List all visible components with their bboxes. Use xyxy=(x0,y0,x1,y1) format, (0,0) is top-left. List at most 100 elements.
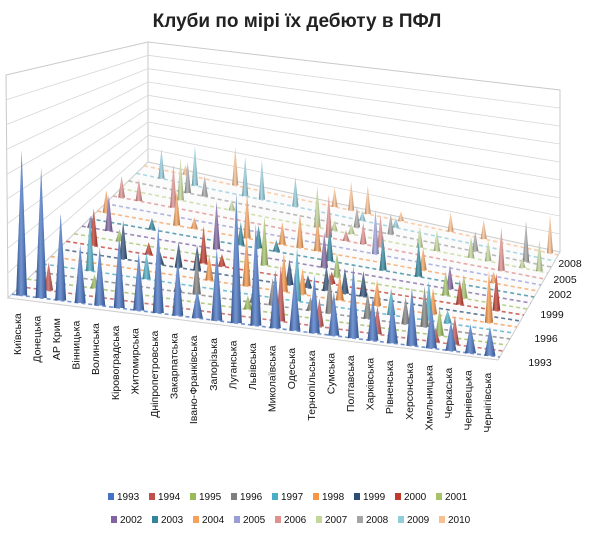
legend-item-2006: 2006 xyxy=(275,515,307,526)
legend-item-2004: 2004 xyxy=(193,515,225,526)
legend-item-2000: 2000 xyxy=(395,492,427,503)
cone-1993 xyxy=(425,304,437,349)
gridline xyxy=(6,108,561,200)
legend-swatch xyxy=(108,493,114,500)
cone-2004 xyxy=(313,217,322,252)
legend-swatch xyxy=(272,493,278,500)
cone-2010 xyxy=(232,146,239,186)
cone-1993 xyxy=(74,245,86,304)
legend-label: 2010 xyxy=(448,515,471,526)
legend-label: 2005 xyxy=(243,515,266,526)
cone-2009 xyxy=(292,176,299,207)
cone-1999 xyxy=(193,245,202,271)
cone-2003 xyxy=(148,218,156,230)
legend-swatch xyxy=(316,516,322,523)
cone-1993 xyxy=(230,192,242,324)
legend-swatch xyxy=(231,493,237,500)
legend-item-1996: 1996 xyxy=(231,492,263,503)
cone-1996 xyxy=(192,253,201,295)
cone-2007 xyxy=(484,240,492,262)
cone-1993 xyxy=(152,226,164,314)
legend-item-1999: 1999 xyxy=(354,492,386,503)
legend-swatch xyxy=(152,516,158,523)
cone-1993 xyxy=(55,213,67,301)
cone-2001 xyxy=(260,216,269,266)
cone-2010 xyxy=(546,214,554,254)
legend-label: 2003 xyxy=(161,515,184,526)
cone-2003 xyxy=(414,241,423,277)
legend-swatch xyxy=(357,516,363,523)
cone-2007 xyxy=(331,220,338,231)
cone-2008 xyxy=(387,213,394,235)
cone-2010 xyxy=(480,219,487,239)
category-label: Кіровоградська xyxy=(110,325,122,400)
category-label: Миколаївська xyxy=(267,345,279,412)
cone-1993 xyxy=(464,324,476,354)
cone-1993 xyxy=(367,297,379,341)
cone-2007 xyxy=(177,158,184,201)
legend-swatch xyxy=(234,516,240,523)
cone-2006 xyxy=(135,179,143,201)
legend-swatch xyxy=(313,493,319,500)
depth-axis-label: 1993 xyxy=(528,357,552,369)
cone-2006 xyxy=(377,215,384,248)
cone-2007 xyxy=(313,185,321,228)
chart-title: Клуби по мірі їх дебюту в ПФЛ xyxy=(153,11,442,32)
cone-1995 xyxy=(435,308,444,336)
cone-2005 xyxy=(371,209,379,255)
depth-axis-label: 1999 xyxy=(540,309,564,321)
cone-1999 xyxy=(119,220,128,259)
legend-label: 1994 xyxy=(158,492,181,503)
legend-label: 2008 xyxy=(366,515,389,526)
cone-1993 xyxy=(484,326,496,356)
gridline xyxy=(6,94,561,175)
cone-2006 xyxy=(170,164,177,208)
legend-item-1995: 1995 xyxy=(190,492,222,503)
category-label: Чернівецька xyxy=(463,370,475,430)
gridline xyxy=(7,148,561,274)
category-label: Одеська xyxy=(286,348,298,389)
cone-2000 xyxy=(492,273,501,311)
legend-label: 1997 xyxy=(281,492,304,503)
cone-1993 xyxy=(250,224,262,326)
cone-2000 xyxy=(89,208,98,246)
cone-2002 xyxy=(446,265,454,290)
cone-2007 xyxy=(433,230,441,252)
cone-2004 xyxy=(490,271,498,284)
background-series-cones xyxy=(44,145,554,345)
category-label: Івано-Франківська xyxy=(188,335,200,424)
legend-swatch xyxy=(111,516,117,523)
cone-2004 xyxy=(190,217,198,229)
cone-2002 xyxy=(320,232,328,268)
cone-2004 xyxy=(243,193,251,239)
cone-1993 xyxy=(289,272,301,331)
category-label: Чернігівська xyxy=(482,373,494,433)
cone-2010 xyxy=(447,212,454,232)
category-label: Луганська xyxy=(227,340,239,389)
cone-2000 xyxy=(144,242,153,255)
cone-1996 xyxy=(420,286,429,327)
legend-swatch xyxy=(436,493,442,500)
cone-1998 xyxy=(373,279,382,306)
gridline xyxy=(6,81,561,150)
legend-swatch xyxy=(398,516,404,523)
cone-2007 xyxy=(228,199,236,211)
legend-swatch xyxy=(275,516,281,523)
cone-1993 xyxy=(191,289,203,319)
cone-1993 xyxy=(133,252,145,311)
cone-1998 xyxy=(242,234,251,287)
cone-1994 xyxy=(44,262,54,291)
category-label: Сумська xyxy=(325,353,337,394)
cone-1993 xyxy=(347,265,359,339)
legend-swatch xyxy=(439,516,445,523)
cone-1997 xyxy=(142,252,151,280)
cone-2003 xyxy=(272,239,280,252)
gridline xyxy=(7,134,561,249)
legend-label: 1993 xyxy=(117,492,140,503)
cone-2010 xyxy=(331,187,338,207)
cone-1998 xyxy=(205,254,214,281)
gridline xyxy=(7,121,561,224)
legend-label: 2007 xyxy=(325,515,348,526)
legend-item-2007: 2007 xyxy=(316,515,348,526)
depth-axis-labels: 1993 1996 1999 2002 2005 2008 xyxy=(528,258,582,369)
